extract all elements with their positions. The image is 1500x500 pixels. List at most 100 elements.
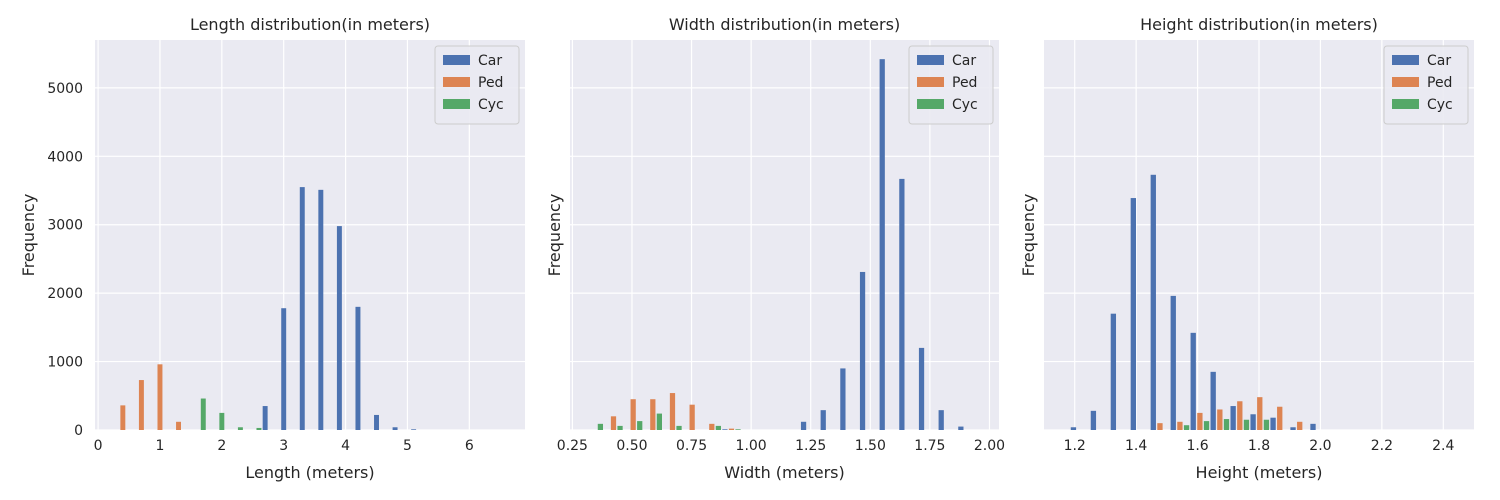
width-legend-swatch-cyc	[917, 99, 944, 109]
height-legend-label-car: Car	[1427, 53, 1451, 69]
height-bar-cyc	[1183, 425, 1190, 430]
width-bar-ped	[630, 399, 636, 430]
height-bar-car	[1290, 427, 1296, 430]
width-bar-cyc	[617, 425, 623, 430]
width-bar-ped	[689, 404, 695, 430]
width-bar-car	[958, 426, 964, 430]
height-bar-car	[1190, 332, 1196, 430]
height-bar-car	[1110, 313, 1117, 430]
width-bar-car	[918, 347, 925, 430]
height-bar-car	[1210, 371, 1216, 430]
width-x-tick-label: 0.25	[557, 438, 588, 454]
width-y-axis-label: Frequency	[545, 194, 564, 277]
length-x-tick-label: 0	[94, 438, 103, 454]
length-chart-title: Length distribution(in meters)	[190, 15, 430, 34]
height-y-axis-label: Frequency	[1019, 194, 1038, 277]
height-chart-title: Height distribution(in meters)	[1140, 15, 1378, 34]
length-bar-cyc	[200, 398, 206, 430]
width-legend-swatch-car	[917, 55, 944, 65]
width-bar-ped	[610, 416, 617, 430]
length-x-tick-label: 2	[217, 438, 226, 454]
height-bar-ped	[1237, 401, 1243, 430]
length-y-axis-label: Frequency	[19, 194, 38, 277]
width-bar-ped	[650, 399, 656, 430]
width-bar-ped	[669, 393, 676, 430]
width-bar-car	[800, 421, 807, 430]
width-bar-car	[859, 271, 866, 430]
length-y-tick-label: 5000	[47, 81, 83, 97]
length-x-tick-label: 1	[156, 438, 165, 454]
height-x-tick-label: 1.8	[1248, 438, 1270, 454]
length-legend-label-car: Car	[478, 53, 502, 69]
height-x-tick-label: 2.0	[1309, 438, 1331, 454]
height-bar-cyc	[1243, 419, 1250, 430]
width-chart-title: Width distribution(in meters)	[669, 15, 900, 34]
length-bar-car	[374, 414, 379, 430]
length-bar-car	[411, 429, 417, 430]
length-legend-label-cyc: Cyc	[478, 97, 504, 113]
width-bar-ped	[728, 428, 735, 430]
height-x-tick-label: 1.2	[1064, 438, 1086, 454]
height-bar-ped	[1217, 409, 1223, 430]
width-x-tick-label: 2.00	[974, 438, 1005, 454]
length-bar-cyc	[219, 412, 225, 430]
height-bar-cyc	[1203, 421, 1210, 430]
width-x-tick-label: 1.00	[736, 438, 767, 454]
length-bar-cyc	[237, 427, 243, 430]
length-y-tick-label: 4000	[47, 149, 83, 165]
length-legend: Car Ped Cyc	[434, 45, 520, 125]
height-bar-car	[1250, 414, 1256, 430]
length-x-tick-label: 5	[403, 438, 412, 454]
width-bar-ped	[709, 423, 715, 430]
height-bar-ped	[1297, 421, 1303, 430]
length-y-tick-label: 1000	[47, 355, 83, 371]
width-bars	[597, 59, 964, 430]
height-bar-car	[1070, 427, 1077, 430]
width-legend-label-cyc: Cyc	[952, 97, 978, 113]
height-legend-swatch-car	[1392, 55, 1419, 65]
length-bar-car	[299, 187, 305, 430]
length-x-axis-label: Length (meters)	[245, 463, 374, 482]
length-y-tick-label: 2000	[47, 286, 83, 302]
height-legend-label-ped: Ped	[1427, 75, 1452, 91]
length-bar-cyc	[256, 427, 262, 430]
length-gridlines	[95, 40, 525, 431]
length-bar-car	[262, 406, 268, 430]
width-bar-car	[820, 410, 826, 430]
length-x-tick-label: 6	[465, 438, 474, 454]
width-legend: Car Ped Cyc	[908, 45, 994, 125]
width-bar-cyc	[715, 425, 721, 430]
width-x-tick-label: 1.75	[914, 438, 945, 454]
length-legend-swatch-car	[443, 55, 470, 65]
height-bar-ped	[1177, 421, 1183, 430]
width-bar-car	[879, 59, 885, 430]
height-bar-ped	[1197, 412, 1203, 430]
width-bar-cyc	[597, 423, 604, 430]
length-bar-car	[355, 306, 361, 430]
length-bar-car	[318, 189, 324, 430]
width-bar-car	[899, 178, 905, 430]
height-bar-car	[1150, 174, 1156, 430]
width-bar-car	[722, 429, 728, 430]
height-x-tick-label: 1.4	[1125, 438, 1147, 454]
width-distribution-panel: 0.25 0.50 0.75 1.00 1.25 1.50 1.75 2.00 Width di…	[545, 15, 1005, 482]
length-bar-car	[336, 226, 342, 430]
height-bar-car	[1230, 406, 1236, 430]
length-y-tick-label: 3000	[47, 218, 83, 234]
width-gridlines	[570, 40, 999, 431]
length-y-tick-label: 0	[74, 423, 83, 439]
width-bar-cyc	[676, 425, 682, 430]
length-bar-ped	[138, 380, 144, 430]
width-legend-label-car: Car	[952, 53, 976, 69]
width-legend-swatch-ped	[917, 77, 944, 87]
length-bar-ped	[157, 364, 163, 430]
length-legend-swatch-ped	[443, 77, 470, 87]
height-x-tick-label: 1.6	[1186, 438, 1208, 454]
width-bar-car	[840, 368, 846, 430]
width-x-tick-label: 0.75	[676, 438, 707, 454]
height-bar-car	[1170, 295, 1176, 430]
height-bar-ped	[1277, 406, 1283, 430]
height-bar-cyc	[1223, 419, 1230, 430]
length-bar-car	[392, 427, 398, 430]
